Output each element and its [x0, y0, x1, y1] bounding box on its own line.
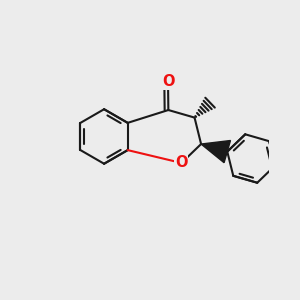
Text: O: O [175, 155, 188, 170]
Polygon shape [201, 140, 230, 163]
Text: O: O [162, 74, 174, 89]
